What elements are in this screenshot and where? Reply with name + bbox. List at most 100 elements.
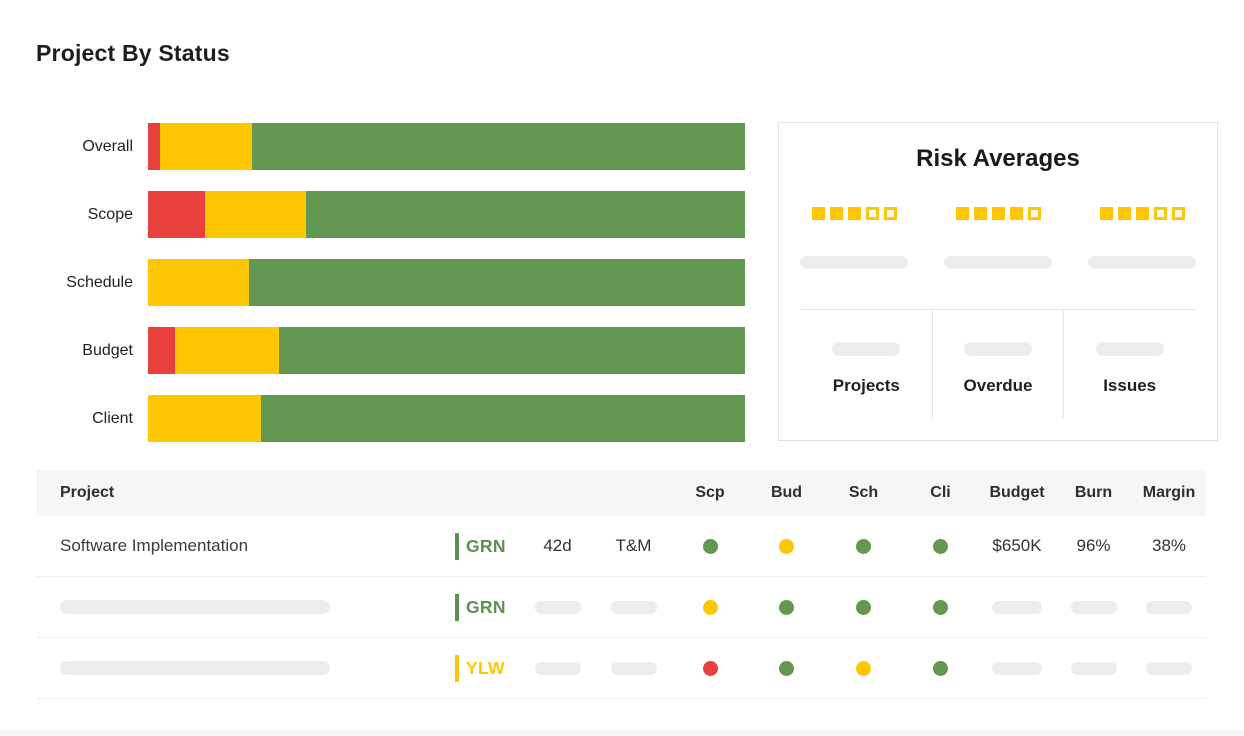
contract-type-value: T&M — [615, 536, 652, 555]
risk-ratings-row — [779, 207, 1217, 220]
project-name-cell — [60, 661, 440, 675]
burn-cell — [1055, 661, 1132, 675]
skeleton-pill — [964, 342, 1032, 356]
skeleton-pill — [832, 342, 901, 356]
bar-category-label: Budget — [82, 341, 133, 359]
risk-stat-overdue: Overdue — [931, 310, 1064, 418]
table-body: Software Implementation GRN 42d T&M $650K 96%… — [36, 516, 1206, 699]
contract-type-cell — [595, 600, 672, 614]
stacked-bar — [148, 259, 745, 306]
budget-status-cell — [748, 599, 825, 615]
column-header-budget: Budget — [989, 484, 1045, 501]
column-header-scp: Scp — [695, 484, 725, 501]
column-header-burn: Burn — [1074, 484, 1113, 501]
skeleton-pill — [1070, 661, 1117, 675]
column-header-margin: Margin — [1142, 484, 1196, 501]
project-name-cell: Software Implementation — [60, 536, 440, 556]
table-header-row: Project Scp Bud Sch Cli Budget Burn Margin — [36, 470, 1206, 516]
bar-segment-yellow — [148, 395, 262, 442]
column-header-bud: Bud — [770, 484, 803, 501]
chart-row: Scope — [36, 191, 745, 238]
budget-cell — [979, 600, 1055, 614]
skeleton-pill — [60, 661, 330, 675]
status-label: YLW — [466, 657, 505, 678]
risk-rating-1 — [791, 207, 917, 220]
rating-square-filled-icon — [811, 207, 825, 220]
stacked-bar — [148, 395, 745, 442]
status-bar-icon — [455, 532, 459, 560]
column-header-cli: Cli — [930, 484, 951, 501]
status-bar-chart: Overall Scope Schedule Budget Client — [36, 123, 745, 442]
bar-segment-yellow — [159, 123, 253, 170]
budget-value: $650K — [992, 536, 1042, 555]
bar-segment-yellow — [148, 259, 250, 306]
skeleton-pill — [1070, 600, 1117, 614]
client-status-cell — [902, 599, 979, 615]
risk-placeholder-row — [779, 256, 1217, 269]
risk-stat-label: Overdue — [963, 376, 1033, 395]
page-title: Project By Status — [36, 40, 230, 66]
skeleton-pill — [1088, 256, 1196, 269]
risk-averages-title: Risk Averages — [916, 145, 1080, 172]
scope-status-dot-icon — [702, 538, 718, 554]
bar-segment-yellow — [175, 327, 279, 374]
budget-status-dot-icon — [779, 660, 794, 676]
status-badge: GRN — [440, 593, 520, 621]
bar-category-label: Client — [92, 409, 133, 427]
rating-square-empty-icon — [865, 207, 879, 220]
status-bar-icon — [455, 654, 459, 682]
rating-square-filled-icon — [955, 207, 969, 220]
rating-square-empty-icon — [1153, 207, 1167, 220]
stacked-bar — [148, 123, 745, 170]
stacked-bar — [148, 327, 745, 374]
schedule-status-cell — [825, 538, 902, 554]
risk-rating-3 — [1079, 207, 1205, 220]
client-status-dot-icon — [933, 599, 948, 615]
scope-status-dot-icon — [702, 660, 718, 676]
budget-status-dot-icon — [779, 599, 794, 615]
project-name: Software Implementation — [60, 536, 249, 555]
bar-segment-red — [148, 327, 176, 374]
bar-segment-yellow — [204, 191, 307, 238]
margin-cell — [1132, 661, 1206, 675]
bar-segment-red — [148, 123, 160, 170]
duration-cell: 42d — [520, 536, 595, 556]
risk-pill-slot-2 — [935, 256, 1061, 269]
rating-square-filled-icon — [829, 207, 843, 220]
budget-status-cell — [748, 660, 825, 676]
risk-stat-projects: Projects — [801, 310, 932, 418]
margin-cell — [1132, 600, 1206, 614]
table-row[interactable]: Software Implementation GRN 42d T&M $650K 96%… — [36, 516, 1206, 577]
client-status-dot-icon — [933, 538, 948, 554]
rating-square-filled-icon — [1099, 207, 1113, 220]
bar-category-label: Schedule — [66, 273, 133, 291]
burn-cell — [1055, 600, 1132, 614]
rating-square-filled-icon — [973, 207, 987, 220]
table-row[interactable]: YLW — [36, 638, 1206, 699]
client-status-cell — [902, 538, 979, 554]
scope-status-dot-icon — [702, 599, 718, 615]
rating-square-empty-icon — [1027, 207, 1041, 220]
budget-status-cell — [748, 538, 825, 554]
bar-segment-green — [278, 327, 745, 374]
risk-rating-2 — [935, 207, 1061, 220]
status-bar-icon — [455, 593, 459, 621]
burn-value: 96% — [1076, 536, 1111, 555]
rating-square-filled-icon — [991, 207, 1005, 220]
risk-averages-card: Risk Averages Projects Overdue Issues — [778, 122, 1218, 441]
client-status-cell — [902, 660, 979, 676]
schedule-status-dot-icon — [856, 538, 871, 554]
table-row[interactable]: GRN — [36, 577, 1206, 638]
schedule-status-dot-icon — [856, 660, 871, 676]
scope-status-cell — [672, 599, 748, 615]
client-status-dot-icon — [933, 660, 948, 676]
schedule-status-cell — [825, 599, 902, 615]
footer-strip — [0, 729, 1244, 736]
stacked-bar — [148, 191, 745, 238]
margin-cell: 38% — [1132, 536, 1206, 556]
budget-cell: $650K — [979, 536, 1055, 556]
skeleton-pill — [1146, 661, 1192, 675]
skeleton-pill — [992, 600, 1042, 614]
schedule-status-cell — [825, 660, 902, 676]
rating-square-filled-icon — [847, 207, 861, 220]
